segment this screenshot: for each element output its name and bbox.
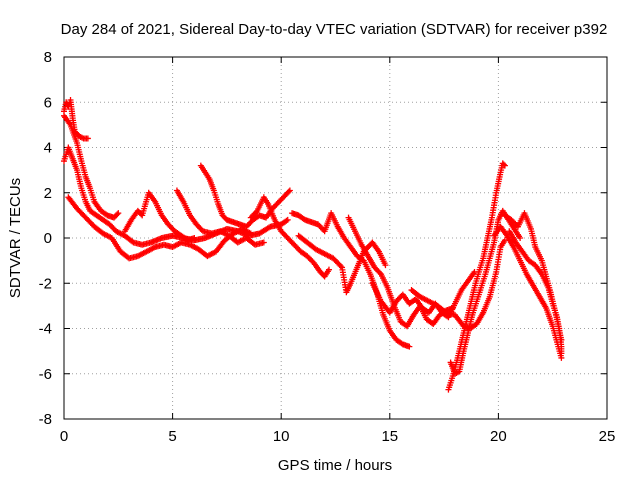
series-trace-9 xyxy=(289,210,413,350)
plot-frame xyxy=(63,56,608,420)
y-tick-label: -2 xyxy=(39,275,52,292)
data-point xyxy=(191,235,198,241)
y-tick-label: 6 xyxy=(44,94,52,111)
y-tick-label: 2 xyxy=(44,185,52,202)
y-axis-label: SDTVAR / TECUs xyxy=(7,178,24,298)
y-tick-label: 8 xyxy=(44,49,52,66)
series-trace-14 xyxy=(445,160,508,393)
data-point xyxy=(114,211,121,218)
data-point xyxy=(325,266,332,273)
series-trace-12 xyxy=(369,268,478,321)
grid-lines xyxy=(64,57,607,419)
series-trace-4 xyxy=(65,194,254,262)
x-tick-label: 15 xyxy=(381,428,398,445)
x-tick-label: 10 xyxy=(273,428,290,445)
series-trace-5 xyxy=(121,189,198,244)
y-tick-label: -6 xyxy=(39,366,52,383)
x-axis-label: GPS time / hours xyxy=(278,457,392,474)
y-tick-label: 4 xyxy=(44,140,52,157)
x-tick-label: 25 xyxy=(599,428,616,445)
data-point xyxy=(286,187,293,194)
data-point xyxy=(260,239,267,246)
tick-labels: 0 5 10 15 20 25 -8 -6 -4 -2 0 2 4 6 8 xyxy=(39,49,616,445)
y-tick-label: -4 xyxy=(39,321,52,338)
data-point xyxy=(500,161,507,168)
data-point xyxy=(442,308,449,315)
data-point xyxy=(284,216,291,223)
data-point xyxy=(337,263,344,270)
data-point xyxy=(283,217,290,224)
series-trace-6 xyxy=(173,187,267,248)
series-trace-18 xyxy=(501,210,565,357)
data-point xyxy=(406,343,413,350)
data-point xyxy=(84,135,91,142)
chart-title: Day 284 of 2021, Sidereal Day-to-day VTE… xyxy=(61,21,608,38)
data-point xyxy=(129,238,136,245)
data-point xyxy=(247,230,254,237)
series-trace-7 xyxy=(197,162,293,230)
axis-ticks xyxy=(63,56,608,420)
data-point xyxy=(115,210,122,217)
data-points xyxy=(61,96,565,393)
series-trace-15 xyxy=(447,207,524,377)
x-tick-label: 20 xyxy=(490,428,507,445)
data-point xyxy=(558,350,565,357)
y-tick-label: 0 xyxy=(44,230,52,247)
data-point xyxy=(501,162,508,169)
x-tick-label: 5 xyxy=(168,428,176,445)
series-trace-8 xyxy=(247,194,332,280)
x-tick-label: 0 xyxy=(60,428,68,445)
y-tick-label: -8 xyxy=(39,411,52,428)
data-point xyxy=(517,235,524,241)
data-point xyxy=(382,262,389,269)
data-point xyxy=(285,188,292,195)
series-trace-3 xyxy=(61,112,122,221)
series-trace-13 xyxy=(408,237,508,332)
